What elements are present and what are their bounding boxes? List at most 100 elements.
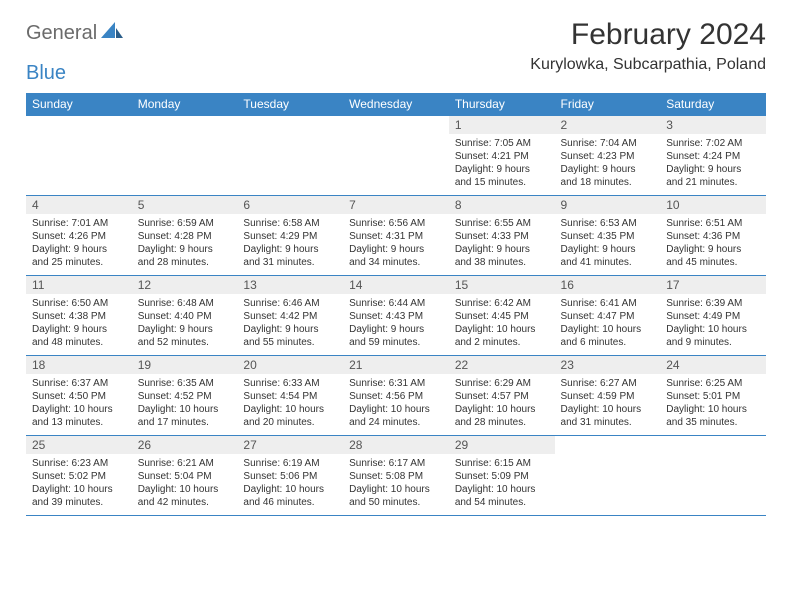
day-number: 18 — [26, 356, 132, 374]
day-cell: 1Sunrise: 7:05 AMSunset: 4:21 PMDaylight… — [449, 116, 555, 196]
daylight2-line: and 28 minutes. — [138, 256, 232, 269]
day-details — [237, 134, 343, 182]
sunset-line: Sunset: 4:36 PM — [666, 230, 760, 243]
sunrise-line: Sunrise: 7:05 AM — [455, 137, 549, 150]
sunset-line: Sunset: 5:09 PM — [455, 470, 549, 483]
sunset-line: Sunset: 4:52 PM — [138, 390, 232, 403]
day-details: Sunrise: 7:02 AMSunset: 4:24 PMDaylight:… — [660, 134, 766, 195]
sunrise-line: Sunrise: 6:39 AM — [666, 297, 760, 310]
sunset-line: Sunset: 4:29 PM — [243, 230, 337, 243]
day-details — [132, 134, 238, 182]
sunrise-line: Sunrise: 6:51 AM — [666, 217, 760, 230]
daylight2-line: and 42 minutes. — [138, 496, 232, 509]
daylight1-line: Daylight: 9 hours — [349, 323, 443, 336]
day-cell: 22Sunrise: 6:29 AMSunset: 4:57 PMDayligh… — [449, 356, 555, 436]
day-cell: 26Sunrise: 6:21 AMSunset: 5:04 PMDayligh… — [132, 436, 238, 516]
daylight2-line: and 54 minutes. — [455, 496, 549, 509]
brand-logo: General — [26, 22, 125, 45]
day-cell: 6Sunrise: 6:58 AMSunset: 4:29 PMDaylight… — [237, 196, 343, 276]
daylight2-line: and 45 minutes. — [666, 256, 760, 269]
daylight1-line: Daylight: 9 hours — [455, 243, 549, 256]
daylight2-line: and 31 minutes. — [561, 416, 655, 429]
daylight2-line: and 59 minutes. — [349, 336, 443, 349]
daylight2-line: and 18 minutes. — [561, 176, 655, 189]
daylight1-line: Daylight: 9 hours — [32, 323, 126, 336]
brand-sail-icon — [101, 22, 123, 45]
daylight2-line: and 41 minutes. — [561, 256, 655, 269]
day-cell: 9Sunrise: 6:53 AMSunset: 4:35 PMDaylight… — [555, 196, 661, 276]
sunrise-line: Sunrise: 7:02 AM — [666, 137, 760, 150]
sunrise-line: Sunrise: 6:59 AM — [138, 217, 232, 230]
day-cell: 21Sunrise: 6:31 AMSunset: 4:56 PMDayligh… — [343, 356, 449, 436]
day-details: Sunrise: 6:15 AMSunset: 5:09 PMDaylight:… — [449, 454, 555, 515]
day-number: 19 — [132, 356, 238, 374]
day-details: Sunrise: 6:48 AMSunset: 4:40 PMDaylight:… — [132, 294, 238, 355]
day-details: Sunrise: 6:33 AMSunset: 4:54 PMDaylight:… — [237, 374, 343, 435]
day-number: 14 — [343, 276, 449, 294]
daylight1-line: Daylight: 9 hours — [561, 243, 655, 256]
day-number: 6 — [237, 196, 343, 214]
dayhead-sunday: Sunday — [26, 93, 132, 116]
daylight1-line: Daylight: 10 hours — [666, 403, 760, 416]
week-row: 18Sunrise: 6:37 AMSunset: 4:50 PMDayligh… — [26, 356, 766, 436]
day-cell: 14Sunrise: 6:44 AMSunset: 4:43 PMDayligh… — [343, 276, 449, 356]
sunset-line: Sunset: 4:24 PM — [666, 150, 760, 163]
day-number: 2 — [555, 116, 661, 134]
dayhead-saturday: Saturday — [660, 93, 766, 116]
day-cell: 28Sunrise: 6:17 AMSunset: 5:08 PMDayligh… — [343, 436, 449, 516]
sunset-line: Sunset: 5:06 PM — [243, 470, 337, 483]
day-details: Sunrise: 6:19 AMSunset: 5:06 PMDaylight:… — [237, 454, 343, 515]
day-number: 21 — [343, 356, 449, 374]
daylight1-line: Daylight: 10 hours — [455, 403, 549, 416]
day-cell: 23Sunrise: 6:27 AMSunset: 4:59 PMDayligh… — [555, 356, 661, 436]
sunset-line: Sunset: 4:38 PM — [32, 310, 126, 323]
week-row: 1Sunrise: 7:05 AMSunset: 4:21 PMDaylight… — [26, 116, 766, 196]
day-number: 16 — [555, 276, 661, 294]
daylight1-line: Daylight: 9 hours — [243, 243, 337, 256]
daylight2-line: and 17 minutes. — [138, 416, 232, 429]
day-cell: 2Sunrise: 7:04 AMSunset: 4:23 PMDaylight… — [555, 116, 661, 196]
day-number: 8 — [449, 196, 555, 214]
day-number: 7 — [343, 196, 449, 214]
sunset-line: Sunset: 4:43 PM — [349, 310, 443, 323]
daylight1-line: Daylight: 9 hours — [455, 163, 549, 176]
sunset-line: Sunset: 4:31 PM — [349, 230, 443, 243]
day-cell: 20Sunrise: 6:33 AMSunset: 4:54 PMDayligh… — [237, 356, 343, 436]
day-details: Sunrise: 6:51 AMSunset: 4:36 PMDaylight:… — [660, 214, 766, 275]
day-cell: 25Sunrise: 6:23 AMSunset: 5:02 PMDayligh… — [26, 436, 132, 516]
day-number: 4 — [26, 196, 132, 214]
day-cell: 19Sunrise: 6:35 AMSunset: 4:52 PMDayligh… — [132, 356, 238, 436]
day-details: Sunrise: 6:44 AMSunset: 4:43 PMDaylight:… — [343, 294, 449, 355]
daylight2-line: and 9 minutes. — [666, 336, 760, 349]
day-cell: 7Sunrise: 6:56 AMSunset: 4:31 PMDaylight… — [343, 196, 449, 276]
empty-cell — [660, 436, 766, 516]
sunrise-line: Sunrise: 6:50 AM — [32, 297, 126, 310]
day-cell: 29Sunrise: 6:15 AMSunset: 5:09 PMDayligh… — [449, 436, 555, 516]
calendar-bottom-rule — [26, 515, 766, 516]
daylight1-line: Daylight: 9 hours — [349, 243, 443, 256]
daylight1-line: Daylight: 9 hours — [666, 163, 760, 176]
day-number: 10 — [660, 196, 766, 214]
day-number: 25 — [26, 436, 132, 454]
day-details: Sunrise: 7:04 AMSunset: 4:23 PMDaylight:… — [555, 134, 661, 195]
empty-cell — [555, 436, 661, 516]
sunrise-line: Sunrise: 6:15 AM — [455, 457, 549, 470]
dayhead-monday: Monday — [132, 93, 238, 116]
dayhead-friday: Friday — [555, 93, 661, 116]
sunrise-line: Sunrise: 7:04 AM — [561, 137, 655, 150]
location-subtitle: Kurylowka, Subcarpathia, Poland — [530, 56, 766, 74]
empty-cell — [132, 116, 238, 196]
day-number: 15 — [449, 276, 555, 294]
daylight2-line: and 28 minutes. — [455, 416, 549, 429]
day-number: 3 — [660, 116, 766, 134]
daylight1-line: Daylight: 10 hours — [243, 483, 337, 496]
day-number: 28 — [343, 436, 449, 454]
day-details: Sunrise: 6:21 AMSunset: 5:04 PMDaylight:… — [132, 454, 238, 515]
day-details: Sunrise: 6:42 AMSunset: 4:45 PMDaylight:… — [449, 294, 555, 355]
sunrise-line: Sunrise: 6:19 AM — [243, 457, 337, 470]
daylight2-line: and 50 minutes. — [349, 496, 443, 509]
day-number: 27 — [237, 436, 343, 454]
dayhead-tuesday: Tuesday — [237, 93, 343, 116]
dayhead-thursday: Thursday — [449, 93, 555, 116]
month-title: February 2024 — [530, 18, 766, 52]
